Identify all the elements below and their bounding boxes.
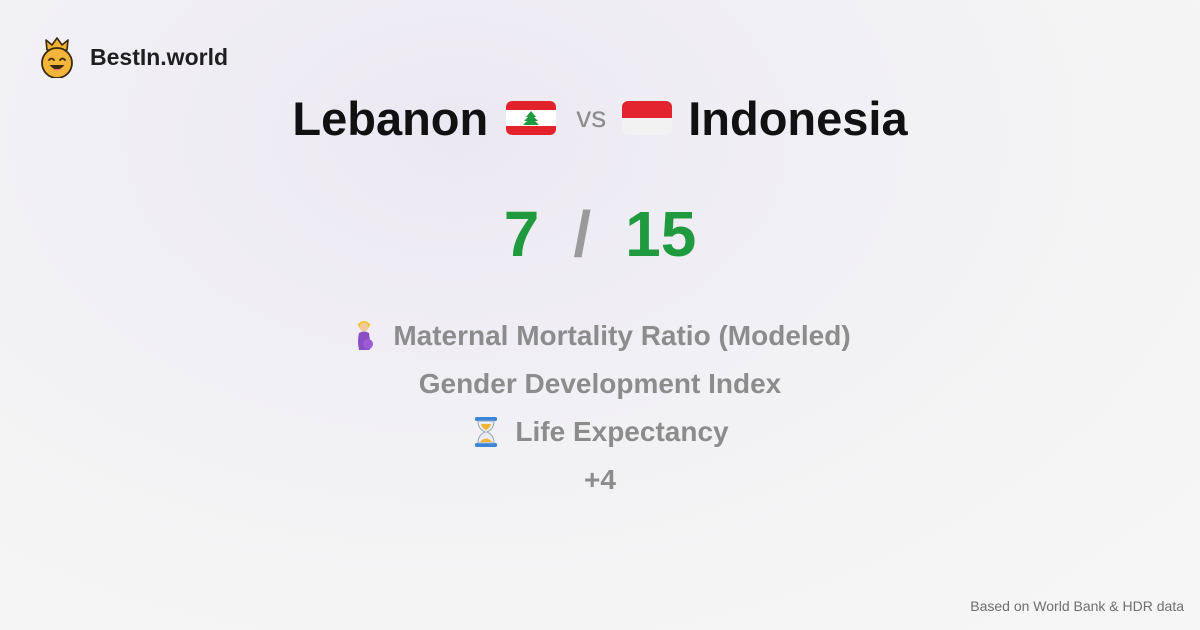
metric-item: Life Expectancy [471, 408, 729, 456]
score-separator: / [573, 198, 592, 270]
brand-name: BestIn.world [90, 43, 229, 70]
pregnant-woman-icon [358, 321, 374, 350]
metric-list: Maternal Mortality Ratio (Modeled) Gende… [0, 312, 1200, 504]
left-country-name: Lebanon [292, 91, 489, 145]
indonesia-flag-icon [622, 101, 673, 135]
hourglass-icon [475, 417, 498, 447]
crown-smiley-icon [41, 37, 73, 78]
metric-item: Maternal Mortality Ratio (Modeled) [349, 312, 851, 360]
metric-label: Life Expectancy [515, 416, 729, 447]
data-source-note: Based on World Bank & HDR data [970, 598, 1184, 614]
left-score: 7 [503, 198, 540, 270]
score: 7 / 15 [0, 194, 1200, 274]
metric-item: Gender Development Index [419, 360, 782, 408]
brand-logo[interactable]: BestIn.world [38, 36, 228, 78]
lebanon-flag-icon [506, 101, 557, 135]
comparison-title: Lebanon vs Indonesia [0, 88, 1200, 148]
versus-label: vs [576, 101, 607, 134]
more-metrics-count: +4 [584, 464, 616, 495]
metric-label: Maternal Mortality Ratio (Modeled) [393, 320, 851, 351]
right-country-name: Indonesia [688, 91, 908, 145]
right-score: 15 [625, 198, 697, 270]
metric-label: Gender Development Index [418, 368, 782, 399]
